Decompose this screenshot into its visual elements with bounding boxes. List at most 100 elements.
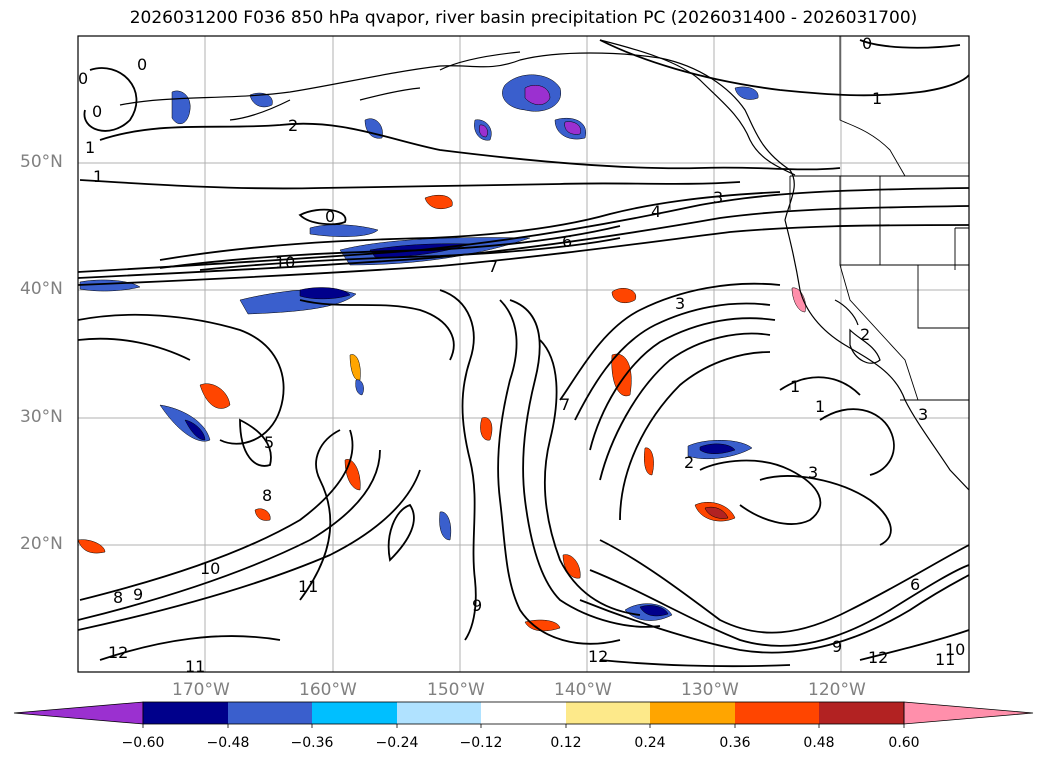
contour-label: 9: [133, 585, 143, 604]
political-borders: [789, 36, 969, 401]
contour-label: 1: [872, 89, 882, 108]
lat-label-20n: 20°N: [20, 534, 63, 554]
contour-label: 7: [560, 395, 570, 414]
colorbar-bin: [312, 702, 397, 724]
colorbar-bin: [819, 702, 904, 724]
contour-label: 10: [945, 640, 965, 659]
contour-label: 3: [918, 405, 928, 424]
patch-pink: [791, 287, 806, 313]
colorbar-bin: [735, 702, 819, 724]
colorbar-tick: −0.12: [459, 735, 503, 751]
patch-blue: [734, 86, 759, 100]
colorbar-tick: −0.48: [206, 735, 250, 751]
contour-label: 5: [264, 433, 274, 452]
contour-label: 4: [651, 202, 661, 221]
contour-label: 3: [713, 188, 723, 207]
patch-navy: [184, 419, 206, 441]
colorbar-bin: [566, 702, 650, 724]
colorbar-tick: 0.24: [634, 735, 666, 751]
contour-label: 0: [862, 34, 872, 53]
lat-label-40n: 40°N: [20, 279, 63, 299]
patch-orange: [349, 354, 361, 381]
patch-orange: [424, 195, 453, 209]
patch-purple: [479, 124, 488, 138]
colorbar-bin: [397, 702, 481, 724]
patch-blue: [439, 511, 452, 541]
lon-label-150w: 150°W: [427, 680, 485, 700]
colorbar-bin: [650, 702, 735, 724]
contour-label: 11: [185, 657, 205, 676]
contour-label: 12: [588, 647, 608, 666]
lon-label-120w: 120°W: [808, 680, 866, 700]
gridlines: [78, 36, 969, 672]
contour-label: 0: [78, 69, 88, 88]
qvapor-contours: [78, 39, 969, 668]
colorbar-tick: 0.12: [550, 735, 582, 751]
contour-label: 11: [298, 577, 318, 596]
contour-label: 9: [832, 637, 842, 656]
patch-navy: [299, 287, 351, 300]
contour-label: 3: [675, 294, 685, 313]
patch-purple: [564, 121, 581, 135]
patch-purple: [524, 85, 551, 105]
contour-label: 8: [113, 588, 123, 607]
contour-label: 1: [85, 138, 95, 157]
patch-navy: [639, 605, 669, 617]
colorbar-tick: 0.48: [803, 735, 835, 751]
patch-orange: [78, 539, 106, 554]
contour-label: 3: [808, 463, 818, 482]
lat-label-50n: 50°N: [20, 152, 63, 172]
contour-label: 9: [472, 596, 482, 615]
patch-orange: [344, 459, 361, 491]
contour-label: 10: [200, 559, 220, 578]
contour-label: 12: [868, 648, 888, 667]
lon-label-130w: 130°W: [681, 680, 739, 700]
map-frame: [77, 35, 970, 673]
patch-blue: [249, 92, 273, 108]
contour-label: 12: [108, 643, 128, 662]
contour-labels: 0 0 0 1 1 2 1 0 0 4 3 6 7 10 2 3 1 1 3 2…: [78, 34, 965, 676]
colorbar-tick: −0.24: [375, 735, 419, 751]
contour-label: 0: [137, 55, 147, 74]
patch-orange: [524, 619, 561, 632]
patch-orange: [480, 417, 493, 441]
contour-label: 8: [262, 486, 272, 505]
contour-label: 10: [275, 253, 295, 272]
contour-label: 6: [910, 575, 920, 594]
contour-label: 0: [325, 207, 335, 226]
coastlines: [119, 39, 969, 491]
lat-label-30n: 30°N: [20, 407, 63, 427]
contour-label: 11: [935, 650, 955, 669]
colorbar-tick: −0.36: [290, 735, 334, 751]
contour-label: 1: [790, 377, 800, 396]
colorbar-bin: [481, 702, 566, 724]
patch-orange: [611, 353, 632, 397]
colorbar-bin: [228, 702, 312, 724]
patch-orange: [254, 508, 271, 521]
contour-label: 2: [684, 453, 694, 472]
lon-label-160w: 160°W: [299, 680, 357, 700]
colorbar-tick: 0.36: [719, 735, 751, 751]
map-title: 2026031200 F036 850 hPa qvapor, river ba…: [129, 8, 918, 28]
colorbar-tick: −0.60: [121, 735, 165, 751]
patch-darkred: [704, 506, 729, 519]
contour-label: 7: [488, 257, 498, 276]
lon-label-140w: 140°W: [554, 680, 612, 700]
colorbar-tick: 0.60: [888, 735, 920, 751]
contour-label: 0: [92, 102, 102, 121]
patch-blue: [355, 379, 364, 396]
contour-label: 1: [93, 167, 103, 186]
precip-patches: [78, 74, 806, 632]
patch-orange: [644, 447, 654, 476]
lon-label-170w: 170°W: [172, 680, 230, 700]
contour-label: 1: [815, 397, 825, 416]
contour-label: 2: [288, 116, 298, 135]
colorbar: [13, 701, 1034, 728]
contour-label: 6: [562, 232, 572, 251]
patch-orange: [562, 554, 581, 579]
colorbar-bin: [143, 702, 228, 724]
colorbar-extend-right: [903, 701, 1034, 725]
patch-navy: [699, 443, 736, 454]
colorbar-extend-left: [13, 701, 144, 725]
